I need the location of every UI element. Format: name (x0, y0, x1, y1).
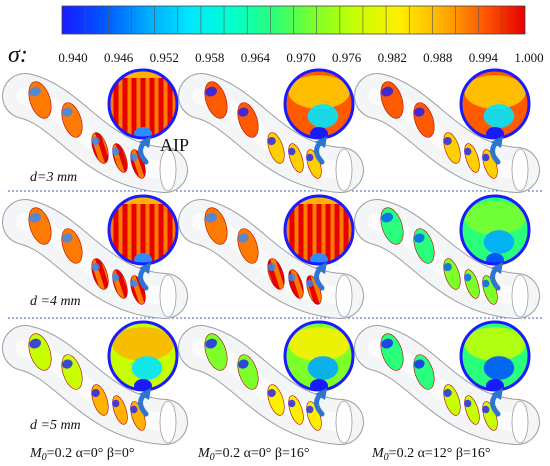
zoom-arrow-head (491, 262, 503, 274)
panel-0 (2, 68, 188, 193)
duct (354, 325, 540, 445)
panel-7 (178, 320, 364, 445)
zoom-arrow-head (315, 262, 327, 274)
colorbar-tick-label: 0.964 (241, 50, 271, 65)
zoom-arrow-head (491, 136, 503, 148)
row-label-d5: d =5 mm (30, 418, 81, 433)
zoom-arrow-head (315, 388, 327, 400)
column-caption-3: M0=0.2 α=12° β=16° (371, 446, 491, 463)
duct (2, 199, 188, 319)
duct (2, 325, 188, 445)
aip-contour-disc (283, 194, 355, 266)
sigma-symbol: σ: (8, 42, 28, 68)
caption-2-sub: 0 (210, 452, 215, 463)
duct (354, 73, 540, 193)
caption-3-sub: 0 (384, 452, 389, 463)
colorbar-tick-label: 0.970 (286, 50, 315, 65)
column-caption-1: M0=0.2 α=0° β=0° (29, 446, 135, 463)
aip-contour-disc (283, 68, 355, 140)
aip-contour-disc (107, 194, 179, 266)
column-caption-2: M0=0.2 α=0° β=16° (197, 446, 310, 463)
zoom-arrow-head (491, 388, 503, 400)
panel-6 (2, 320, 188, 445)
row-label-d4: d =4 mm (30, 294, 81, 309)
zoom-arrow-head (315, 136, 327, 148)
colorbar-tick-label: 0.988 (423, 50, 452, 65)
aip-contour-disc (107, 320, 179, 392)
colorbar: σ: 0.940 0.946 0.952 0.958 0.964 0.970 0.976 0.… (8, 5, 544, 68)
panel-grid (2, 68, 540, 445)
colorbar-tick-label: 0.952 (150, 50, 179, 65)
colorbar-tick-label: 0.994 (469, 50, 499, 65)
duct (178, 73, 364, 193)
aip-contour-disc (459, 68, 531, 140)
aip-contour-disc (459, 194, 531, 266)
aip-contour-disc (107, 68, 179, 140)
duct (178, 199, 364, 319)
colorbar-tick-label: 0.982 (378, 50, 407, 65)
colorbar-dividers (84, 6, 503, 34)
caption-3-rest: =0.2 α=12° β=16° (389, 446, 491, 461)
panel-3 (2, 194, 188, 319)
caption-1-m: M (29, 446, 43, 461)
svg-text:M0=0.2 α=12° β=16°: M0=0.2 α=12° β=16° (371, 446, 491, 463)
panel-5 (354, 194, 540, 319)
colorbar-tick-label: 0.976 (332, 50, 362, 65)
caption-2-rest: =0.2 α=0° β=16° (215, 446, 310, 461)
caption-3-m: M (371, 446, 385, 461)
row-label-d3: d=3 mm (30, 170, 77, 185)
panel-2 (354, 68, 540, 193)
duct (2, 73, 188, 193)
caption-1-sub: 0 (42, 452, 47, 463)
colorbar-tick-label: 0.958 (195, 50, 224, 65)
panel-8 (354, 320, 540, 445)
colorbar-tick-label: 0.940 (58, 50, 87, 65)
duct (178, 325, 364, 445)
panel-4 (178, 194, 364, 319)
colorbar-tick-label: 0.946 (104, 50, 134, 65)
aip-contour-disc (283, 320, 355, 392)
duct (354, 199, 540, 319)
zoom-arrow-head (139, 262, 151, 274)
colorbar-tick-label: 1.000 (514, 50, 543, 65)
svg-text:M0=0.2 α=0° β=0°: M0=0.2 α=0° β=0° (29, 446, 135, 463)
caption-1-rest: =0.2 α=0° β=0° (47, 446, 135, 461)
caption-2-m: M (197, 446, 211, 461)
svg-text:M0=0.2 α=0° β=16°: M0=0.2 α=0° β=16° (197, 446, 310, 463)
aip-contour-disc (459, 320, 531, 392)
aip-label: AIP (160, 135, 189, 155)
zoom-arrow-head (139, 136, 151, 148)
zoom-arrow-head (139, 388, 151, 400)
panel-1 (178, 68, 364, 193)
colorbar-tick-labels: 0.940 0.946 0.952 0.958 0.964 0.970 0.976 0.982… (58, 50, 543, 65)
